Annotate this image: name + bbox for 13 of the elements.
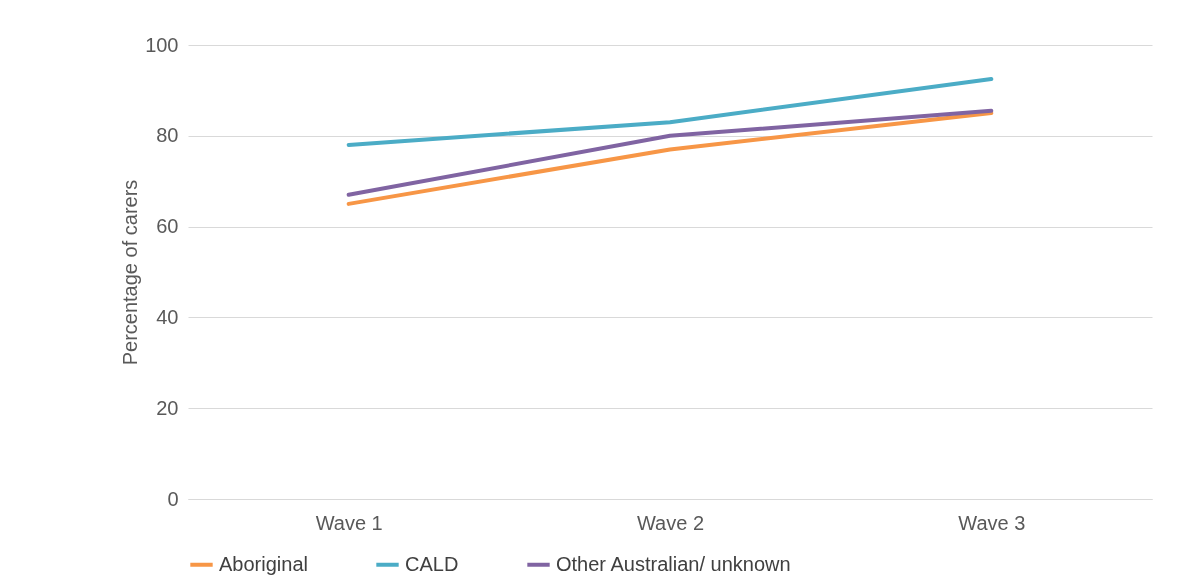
y-tick-label: 60 xyxy=(156,215,179,238)
y-tick-label: 20 xyxy=(156,396,179,419)
x-tick-label: Wave 3 xyxy=(958,511,1026,534)
legend-label: Aboriginal xyxy=(219,552,308,575)
y-tick-label: 80 xyxy=(156,124,179,147)
y-tick-label: 40 xyxy=(156,305,179,328)
y-tick-label: 0 xyxy=(167,487,179,510)
legend-label: CALD xyxy=(405,552,459,575)
y-axis-title: Percentage of carers xyxy=(119,179,142,366)
x-tick-label: Wave 2 xyxy=(636,511,705,534)
legend-label: Other Australian/ unknown xyxy=(556,552,791,575)
x-tick-label: Wave 1 xyxy=(315,511,383,534)
y-tick-label: 100 xyxy=(145,33,179,56)
